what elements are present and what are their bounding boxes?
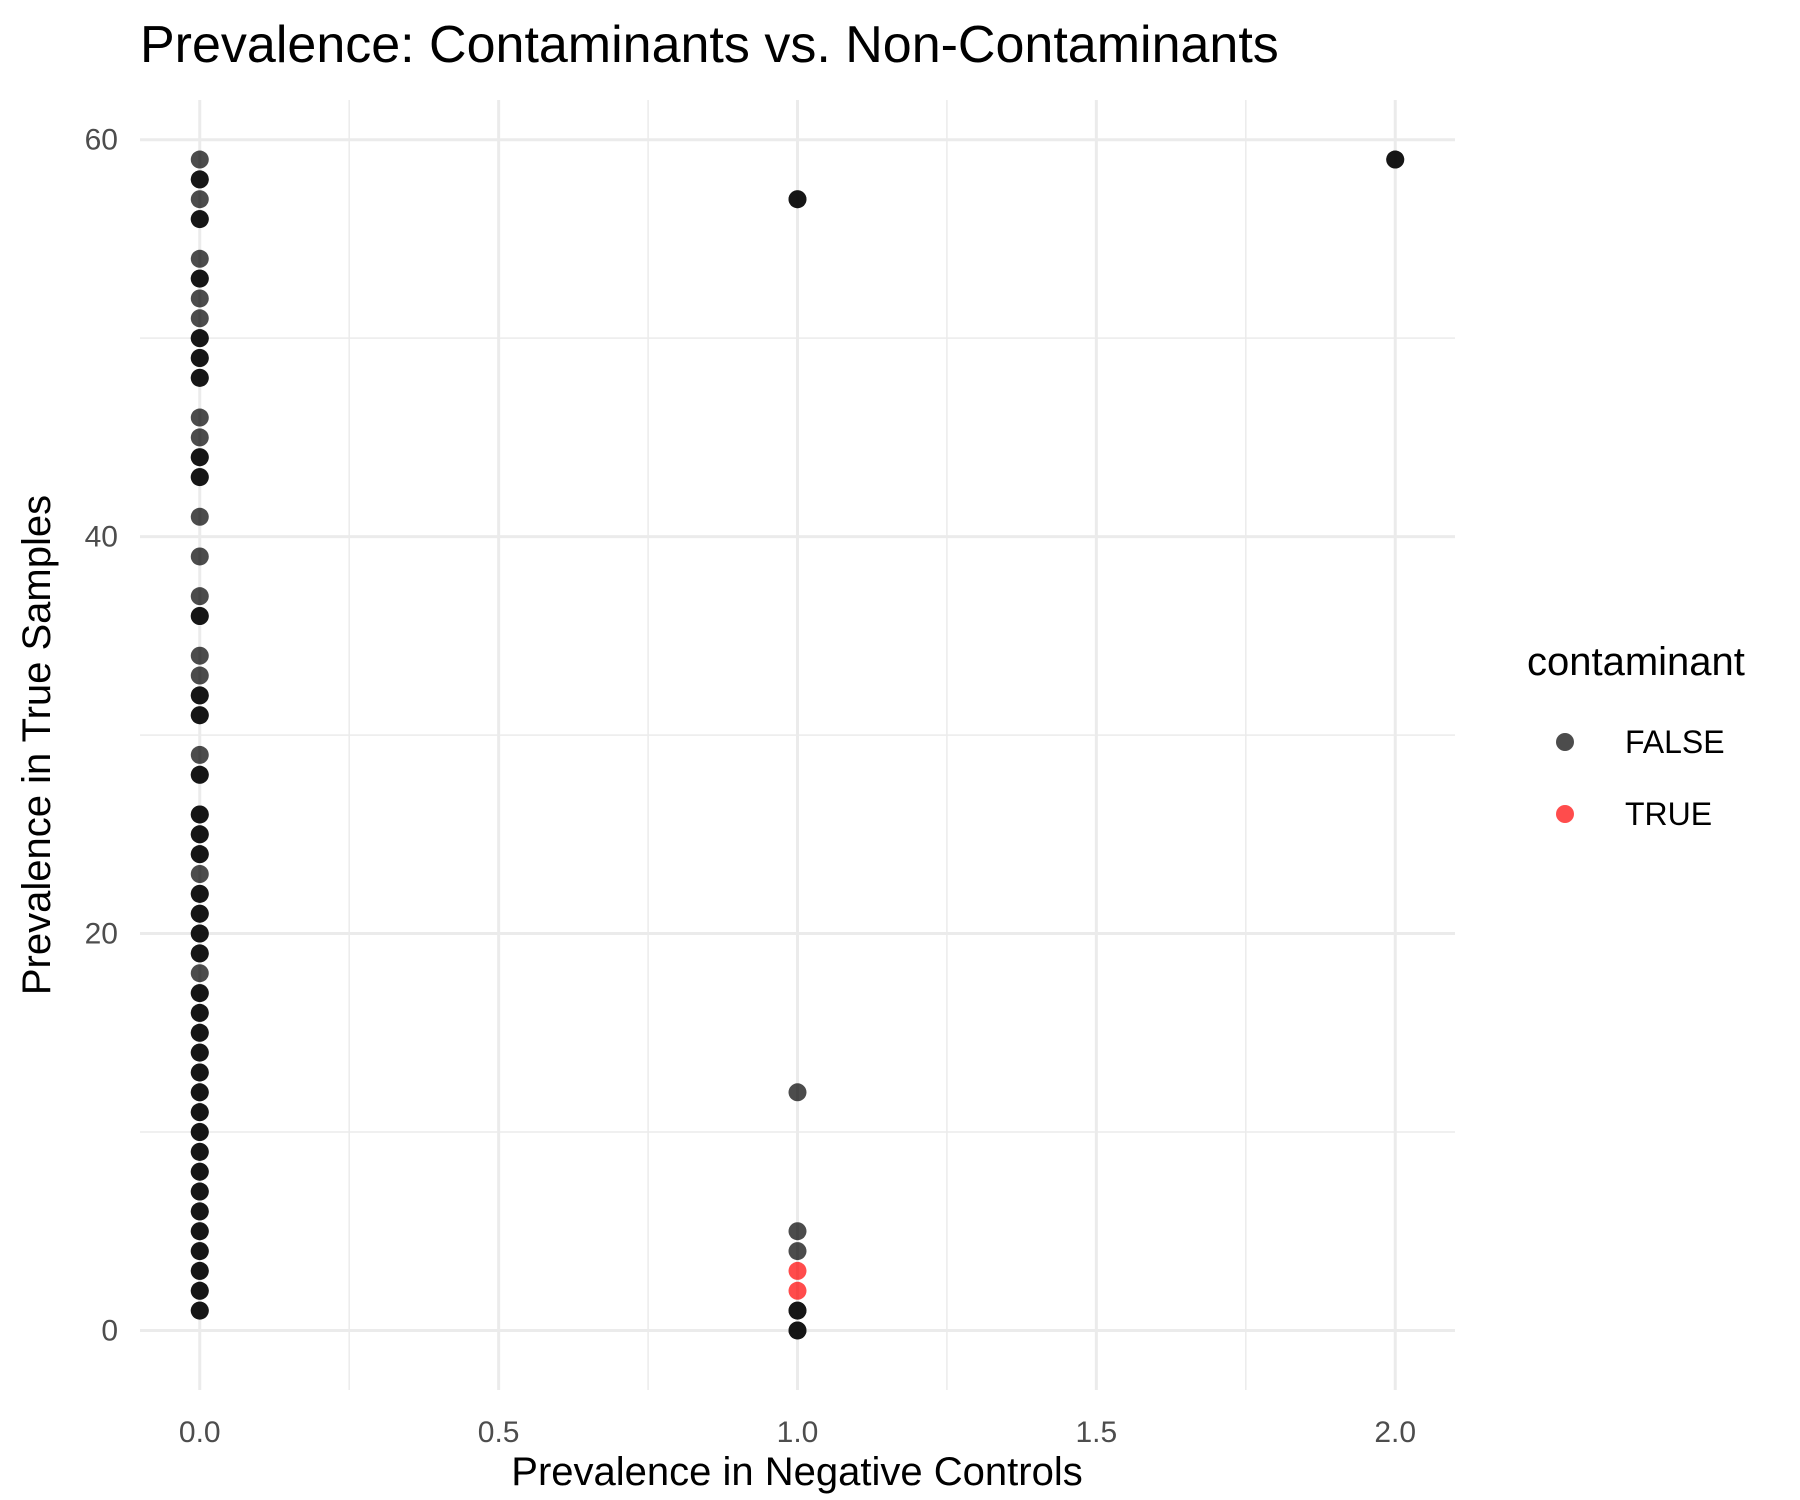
data-point-false	[190, 1261, 209, 1280]
x-axis-title: Prevalence in Negative Controls	[511, 1450, 1082, 1494]
x-tick-label: 1.0	[777, 1416, 819, 1449]
data-point-false	[190, 825, 209, 844]
data-point-false	[190, 1142, 209, 1161]
data-point-false	[190, 309, 209, 328]
grid-layer	[140, 100, 1455, 1390]
data-point-false	[190, 865, 209, 883]
data-point-true	[788, 1281, 807, 1300]
data-point-false	[190, 706, 209, 725]
data-point-false	[190, 547, 209, 566]
data-point-false	[190, 805, 209, 824]
data-point-false	[190, 686, 209, 705]
data-point-false	[190, 1281, 209, 1300]
data-point-false	[190, 984, 209, 1003]
tick-labels: 0.0 0.5 1.0 1.5 2.0 0 20 40 60	[85, 124, 1416, 1449]
data-point-false	[788, 190, 807, 209]
legend-title: contaminant	[1527, 640, 1745, 684]
data-point-false	[190, 1063, 209, 1082]
x-tick-label: 1.5	[1076, 1416, 1118, 1449]
data-point-false	[788, 1301, 807, 1320]
data-point-false	[788, 1083, 807, 1102]
data-point-false	[190, 190, 209, 209]
data-point-false	[190, 924, 209, 943]
y-axis-title: Prevalence in True Samples	[15, 495, 59, 995]
data-point-false	[190, 904, 209, 923]
data-point-false	[190, 349, 209, 367]
data-point-false	[190, 408, 209, 427]
data-point-false	[190, 607, 209, 625]
legend: contaminant FALSE TRUE	[1527, 640, 1745, 832]
data-point-false	[190, 1242, 209, 1261]
data-point-false	[190, 884, 209, 903]
data-point-false	[190, 329, 209, 348]
data-point-false	[190, 269, 209, 288]
data-point-false	[190, 210, 209, 229]
data-point-false	[788, 1321, 807, 1340]
data-points	[190, 150, 1405, 1340]
y-tick-label: 20	[85, 918, 118, 951]
data-point-false	[190, 1003, 209, 1022]
legend-label-false: FALSE	[1625, 724, 1725, 760]
data-point-false	[190, 1043, 209, 1062]
data-point-false	[190, 1182, 209, 1201]
data-point-false	[190, 845, 209, 864]
data-point-false	[190, 765, 209, 784]
data-point-false	[190, 745, 209, 764]
data-point-false	[190, 666, 209, 685]
legend-label-true: TRUE	[1625, 796, 1712, 832]
data-point-false	[190, 1103, 209, 1122]
data-point-false	[190, 428, 209, 447]
y-tick-label: 60	[85, 124, 118, 157]
data-point-false	[190, 646, 209, 665]
data-point-false	[190, 1083, 209, 1102]
data-point-false	[190, 289, 209, 308]
data-point-false	[1386, 150, 1405, 169]
data-point-false	[788, 1242, 807, 1261]
legend-key-false	[1556, 733, 1574, 751]
x-tick-label: 0.5	[478, 1416, 520, 1449]
x-tick-label: 0.0	[179, 1416, 221, 1449]
legend-key-true	[1556, 805, 1574, 823]
data-point-false	[190, 1023, 209, 1042]
data-point-false	[190, 1301, 209, 1320]
data-point-true	[788, 1261, 807, 1280]
y-tick-label: 0	[101, 1314, 118, 1347]
data-point-false	[190, 507, 209, 526]
data-point-false	[190, 964, 209, 983]
chart-title: Prevalence: Contaminants vs. Non-Contami…	[140, 16, 1279, 74]
data-point-false	[190, 368, 209, 387]
data-point-false	[190, 1202, 209, 1221]
data-point-false	[190, 249, 209, 268]
data-point-false	[788, 1222, 807, 1241]
data-point-false	[190, 150, 209, 169]
x-tick-label: 2.0	[1374, 1416, 1416, 1449]
data-point-false	[190, 170, 209, 189]
data-point-false	[190, 448, 209, 467]
legend-items: FALSE TRUE	[1556, 724, 1725, 832]
data-point-false	[190, 468, 209, 487]
data-point-false	[190, 1123, 209, 1141]
data-point-false	[190, 1222, 209, 1241]
data-point-false	[190, 587, 209, 606]
y-tick-label: 40	[85, 521, 118, 554]
data-point-false	[190, 944, 209, 963]
data-point-false	[190, 1162, 209, 1181]
